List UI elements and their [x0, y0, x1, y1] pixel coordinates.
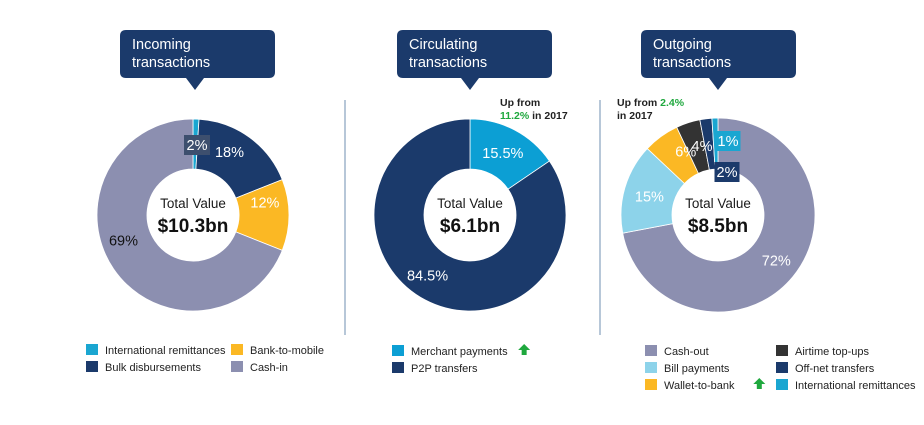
legend-label: International remittances	[795, 380, 916, 392]
title-callout	[397, 30, 552, 90]
donut-panel-1: Incoming transactions 18% 12% 69% 2% Total Val…	[86, 30, 324, 374]
donut-panel-2: Circulating transactions 15.5% 84.5% Total V…	[373, 30, 568, 375]
donut-panel-3: Outgoing transactions 72% 15% 6%4%2% 1% Total …	[617, 30, 916, 392]
extra-slice-label: 2%	[187, 138, 208, 154]
chart-title-line: Incoming	[132, 37, 191, 53]
legend-label: Bulk disbursements	[105, 362, 201, 374]
note-line-1: Up from	[500, 97, 540, 109]
note-highlight: 2.4%	[660, 97, 685, 109]
up-arrow-icon	[518, 344, 531, 355]
legend-label: Wallet-to-bank	[664, 380, 735, 392]
note-prefix: Up from	[617, 97, 660, 109]
title-callout	[641, 30, 796, 90]
legend-label: Airtime top-ups	[795, 346, 869, 358]
slice-label: 84.5%	[407, 269, 448, 285]
chart-title-line: transactions	[132, 55, 210, 71]
note-highlight: 11.2%	[500, 110, 530, 122]
total-value-amount: $6.1bn	[440, 216, 500, 237]
slice-label: 4%	[692, 139, 713, 155]
slice-label: 1%	[718, 134, 739, 150]
note-line-2: 11.2% in 2017	[500, 110, 568, 122]
slice-label: 18%	[215, 145, 244, 161]
slice-label: 69%	[109, 233, 138, 249]
title-callout	[120, 30, 275, 90]
legend-swatch	[86, 344, 98, 355]
legend-item: P2P transfers	[392, 362, 478, 375]
total-value-label: Total Value	[685, 196, 751, 211]
slice-label: 2%	[717, 165, 738, 181]
legend-label: Merchant payments	[411, 346, 508, 358]
legend-swatch	[776, 362, 788, 373]
total-value-amount: $10.3bn	[158, 216, 229, 237]
legend-swatch	[776, 379, 788, 390]
legend-label: P2P transfers	[411, 363, 478, 375]
note-suffix: in 2017	[529, 110, 568, 122]
slice-label: 12%	[250, 195, 279, 211]
total-value-label: Total Value	[437, 196, 503, 211]
legend-label: Cash-out	[664, 346, 709, 358]
total-value-amount: $8.5bn	[688, 216, 748, 237]
legend-swatch	[231, 361, 243, 372]
legend-label: Bank-to-mobile	[250, 345, 324, 357]
legend-item: Merchant payments	[392, 344, 531, 358]
legend-item: Cash-in	[231, 361, 288, 374]
slice-label: 6%	[675, 145, 696, 161]
legend-item: International remittances	[86, 344, 226, 357]
legend-item: Bill payments	[645, 362, 730, 375]
slice-label-box	[715, 131, 741, 151]
legend-label: International remittances	[105, 345, 226, 357]
chart-title-line: transactions	[653, 55, 731, 71]
chart-title-line: Outgoing	[653, 37, 712, 53]
chart-title-line: Circulating	[409, 37, 478, 53]
extra-label-box	[184, 135, 210, 155]
legend-item: International remittances	[776, 379, 916, 392]
slice-label: 15%	[635, 190, 664, 206]
legend-swatch	[645, 362, 657, 373]
legend-label: Bill payments	[664, 363, 730, 375]
note-line-2: in 2017	[617, 110, 653, 122]
total-value-label: Total Value	[160, 196, 226, 211]
legend-swatch	[645, 345, 657, 356]
legend-label: Off-net transfers	[795, 363, 875, 375]
slice-label: 15.5%	[482, 146, 523, 162]
legend-item: Wallet-to-bank	[645, 378, 766, 392]
legend-swatch	[392, 345, 404, 356]
legend-item: Off-net transfers	[776, 362, 875, 375]
legend-label: Cash-in	[250, 362, 288, 374]
slice-cash-in	[96, 118, 283, 312]
legend-swatch	[231, 344, 243, 355]
legend-item: Bank-to-mobile	[231, 344, 324, 357]
chart-title-line: transactions	[409, 55, 487, 71]
note-line-1: Up from 2.4%	[617, 97, 685, 109]
legend-swatch	[86, 361, 98, 372]
slice-label: 72%	[762, 254, 791, 270]
legend-swatch	[392, 362, 404, 373]
legend-item: Cash-out	[645, 345, 709, 358]
legend-item: Airtime top-ups	[776, 345, 869, 358]
legend-swatch	[776, 345, 788, 356]
slice-cash-out	[622, 117, 816, 313]
slice-p2p-transfers	[373, 118, 567, 312]
legend-swatch	[645, 379, 657, 390]
up-arrow-icon	[753, 378, 766, 389]
legend-item: Bulk disbursements	[86, 361, 201, 374]
slice-label-box	[714, 162, 740, 182]
